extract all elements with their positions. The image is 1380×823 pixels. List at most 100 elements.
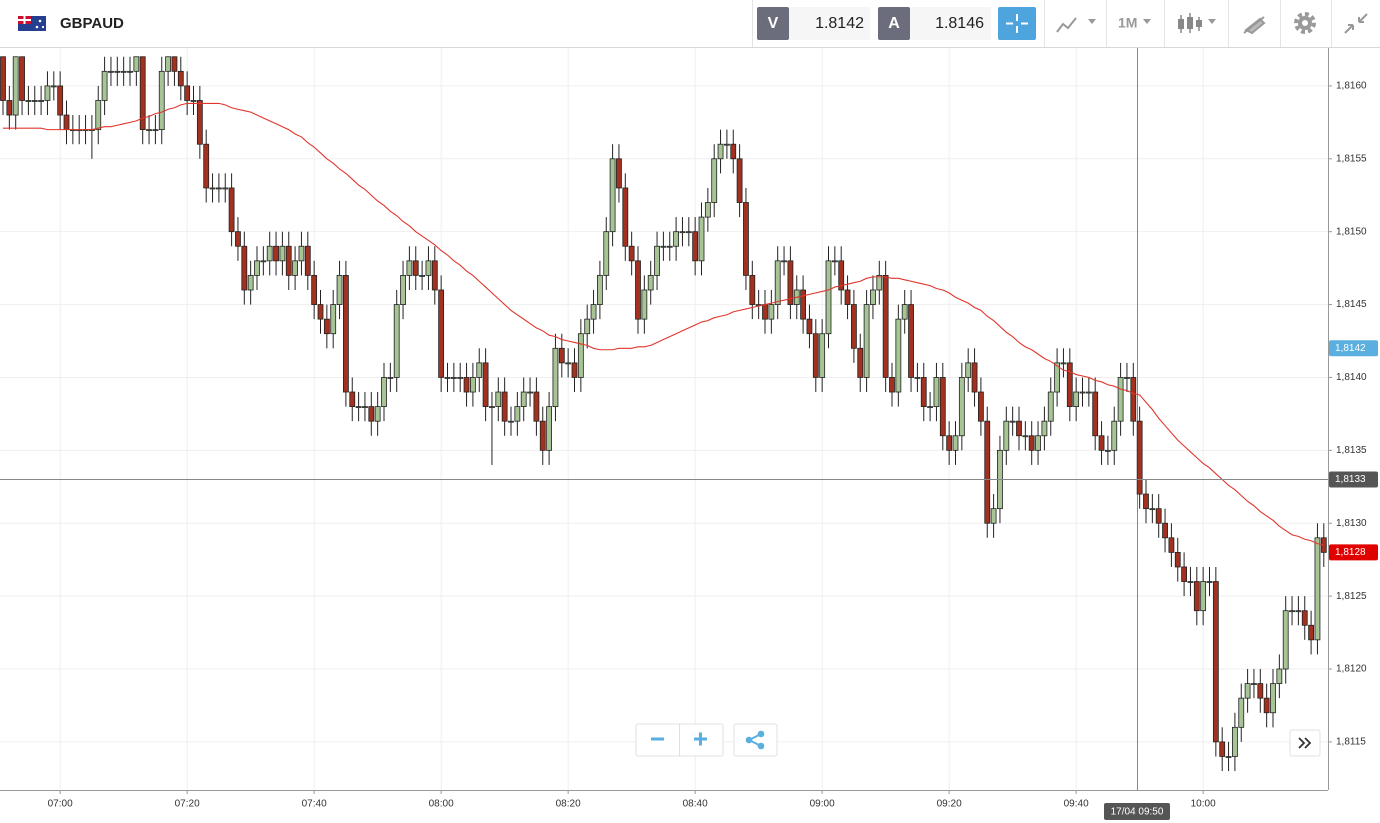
candle-body (825, 260, 832, 335)
candle-body (539, 420, 546, 451)
settings-button[interactable] (1294, 12, 1316, 34)
candle-body (1282, 610, 1289, 670)
candle-body (990, 508, 997, 524)
candle-body (787, 260, 794, 305)
ask-button[interactable] (878, 7, 910, 40)
candle-body (666, 245, 673, 248)
y-tick-label: 1,8130 (1336, 518, 1367, 529)
candle-body (546, 406, 552, 451)
bid-button[interactable] (757, 7, 789, 40)
candle-body (463, 377, 470, 393)
candle-body (774, 260, 781, 305)
candle-body (469, 377, 476, 393)
candle-body (831, 260, 838, 263)
candle-body (577, 333, 584, 378)
candle-body (228, 187, 235, 233)
candle-body (158, 70, 165, 131)
candle-body (425, 260, 432, 276)
candle-body (851, 304, 857, 349)
candle-body (101, 70, 108, 101)
candle-body (241, 245, 248, 291)
candle-body (711, 158, 718, 203)
candle-body (571, 362, 578, 378)
candle-body (838, 260, 845, 291)
symbol: GBPAUD (60, 15, 124, 32)
candle-body (431, 260, 438, 291)
candle-body (819, 333, 826, 378)
candle-body (1124, 377, 1130, 379)
candle-body (781, 260, 787, 263)
candle-body (914, 377, 921, 379)
y-tick-label: 1,8145 (1336, 299, 1367, 310)
candle-body (704, 202, 711, 218)
candle-body (1200, 581, 1207, 612)
candle-body (336, 275, 343, 305)
candle-body (768, 304, 775, 320)
y-tick-label: 1,8120 (1336, 664, 1367, 675)
candle-body (800, 289, 806, 320)
x-tick-label: 10:00 (1191, 799, 1216, 810)
candle-body (400, 275, 406, 305)
bid-label[interactable]: V (768, 15, 779, 32)
candle-body (222, 187, 229, 190)
candle-body (1289, 610, 1295, 613)
candle-body (44, 85, 51, 101)
candle-body (590, 304, 597, 320)
candle-body (889, 377, 895, 393)
candle-body (870, 289, 876, 305)
x-tick-label: 07:40 (302, 799, 327, 810)
candle-body (978, 391, 984, 422)
fullscreen-button[interactable] (1344, 13, 1368, 34)
zoom-in[interactable] (694, 732, 707, 746)
candle-body (171, 56, 178, 72)
candle-body (946, 435, 953, 451)
candle-body (685, 231, 692, 234)
price-tag (1329, 340, 1378, 357)
candle-body (609, 158, 616, 233)
x-tick-label: 08:20 (556, 799, 581, 810)
candle-body (298, 245, 305, 262)
draw-button[interactable] (1243, 16, 1266, 35)
candle-body (419, 275, 426, 277)
candle-body (984, 420, 991, 524)
candle-body (1035, 435, 1041, 451)
candle-body (730, 143, 737, 160)
candle-body (114, 70, 121, 73)
candle-body (1060, 362, 1067, 365)
chart-type-button[interactable] (1178, 13, 1216, 33)
ask-label[interactable]: A (888, 15, 900, 32)
candle-body (908, 304, 914, 378)
zoom-controls (635, 723, 1321, 757)
candle-body (1047, 391, 1054, 422)
candle-body (584, 318, 591, 335)
candle-body (12, 56, 19, 116)
plot-area: 1,8115 1,8120 1,8125 1,8130 1,8135 1,8140 1,81… (0, 48, 1378, 810)
x-tick-label: 07:20 (175, 799, 200, 810)
candle-body (520, 391, 527, 408)
candle-body (279, 245, 286, 262)
candle-body (1193, 581, 1200, 612)
candle-body (616, 158, 622, 189)
candle-body (349, 391, 356, 408)
share-button[interactable] (733, 723, 778, 757)
candle-body (724, 143, 730, 146)
indicators-button[interactable] (1056, 17, 1096, 33)
x-tick-label: 08:40 (683, 799, 708, 810)
candle-body (1092, 391, 1099, 437)
timeframe-button[interactable]: 1M (1118, 15, 1137, 31)
candle-body (698, 216, 705, 262)
candle-body (165, 56, 172, 72)
candle-body (260, 260, 267, 263)
candle-body (489, 406, 495, 409)
candle-body (501, 391, 508, 422)
candle-body (1225, 756, 1232, 758)
candle-body (247, 275, 254, 291)
candle-body (1155, 508, 1162, 524)
price-tag-label: 1,8142 (1335, 343, 1366, 354)
candle-body (1162, 522, 1168, 539)
candle-body (374, 406, 381, 422)
candle-body (812, 333, 819, 378)
crosshair-button[interactable] (998, 7, 1036, 40)
candle-body (25, 100, 32, 102)
